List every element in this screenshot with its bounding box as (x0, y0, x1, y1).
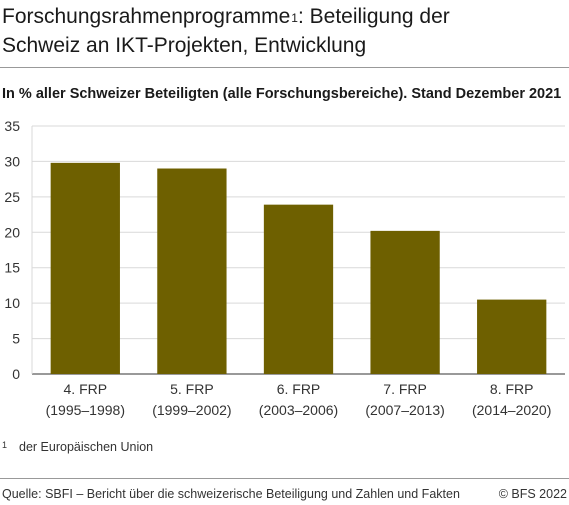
x-tick-label: (2014–2020) (472, 402, 551, 418)
y-axis-ticks: 0 5 10 15 20 25 30 35 (4, 118, 20, 382)
title-footnote-marker: 1 (291, 11, 298, 25)
y-tick-label: 5 (12, 331, 20, 347)
y-tick-label: 30 (4, 153, 20, 169)
y-tick-label: 25 (4, 189, 20, 205)
y-tick-label: 20 (4, 224, 20, 240)
footer-divider (0, 478, 569, 479)
x-tick-label: 4. FRP (64, 381, 108, 397)
title-line1: Forschungsrahmenprogramme (2, 5, 291, 28)
x-tick-label: 6. FRP (277, 381, 321, 397)
x-tick-label: 8. FRP (490, 381, 534, 397)
bar-chart: 0 5 10 15 20 25 30 35 4. FRP (1995–1998) 5. FRP (1… (4, 118, 565, 418)
bar (50, 162, 120, 374)
y-tick-label: 15 (4, 260, 20, 276)
y-tick-label: 35 (4, 118, 20, 134)
bar (157, 168, 227, 374)
bar (263, 204, 334, 374)
bars (50, 162, 547, 374)
title-line1-rest: : Beteiligung der (297, 5, 450, 28)
bar (370, 230, 440, 374)
x-tick-label: 7. FRP (383, 381, 427, 397)
x-tick-label: (2003–2006) (259, 402, 338, 418)
x-tick-label: (2007–2013) (365, 402, 444, 418)
y-tick-label: 0 (12, 366, 20, 382)
source-note: Quelle: SBFI – Bericht über die schweize… (2, 487, 460, 501)
x-tick-label: (1995–1998) (46, 402, 125, 418)
footnote-number: 1 (2, 440, 8, 450)
chart-title: Forschungsrahmenprogramme1: Beteiligung … (2, 2, 562, 60)
title-line2: Schweiz an IKT-Projekten, Entwicklung (2, 34, 367, 57)
x-tick-label: (1999–2002) (152, 402, 231, 418)
x-tick-label: 5. FRP (170, 381, 214, 397)
bar (477, 299, 547, 374)
y-tick-label: 10 (4, 295, 20, 311)
title-divider (0, 67, 569, 68)
x-axis-labels: 4. FRP (1995–1998) 5. FRP (1999–2002) 6. FRP… (46, 381, 552, 418)
copyright: © BFS 2022 (498, 487, 567, 501)
footnote-text: der Europäischen Union (19, 440, 154, 454)
chart-subtitle: In % aller Schweizer Beteiligten (alle F… (2, 86, 562, 102)
footnote: 1 der Europäischen Union (2, 440, 153, 454)
